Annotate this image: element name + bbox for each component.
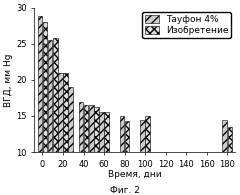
Bar	[140, 120, 145, 152]
Bar	[79, 102, 83, 152]
Bar	[125, 121, 129, 152]
Bar	[99, 112, 104, 152]
Legend: Тауфон 4%, Изобретение: Тауфон 4%, Изобретение	[142, 12, 231, 38]
Bar	[120, 116, 124, 152]
X-axis label: Время, дни: Время, дни	[108, 170, 162, 179]
Bar	[222, 120, 227, 152]
Bar	[89, 105, 94, 152]
Bar	[68, 87, 73, 152]
Bar	[58, 73, 63, 152]
Bar	[53, 38, 58, 152]
Text: Фиг. 2: Фиг. 2	[110, 186, 140, 195]
Bar	[104, 112, 109, 152]
Bar	[37, 16, 42, 152]
Bar	[84, 105, 88, 152]
Bar	[94, 107, 99, 152]
Y-axis label: ВГД, мм Hg: ВГД, мм Hg	[4, 53, 13, 107]
Bar	[48, 40, 52, 152]
Bar	[145, 116, 150, 152]
Bar	[63, 73, 68, 152]
Bar	[228, 127, 232, 152]
Bar	[43, 22, 47, 152]
